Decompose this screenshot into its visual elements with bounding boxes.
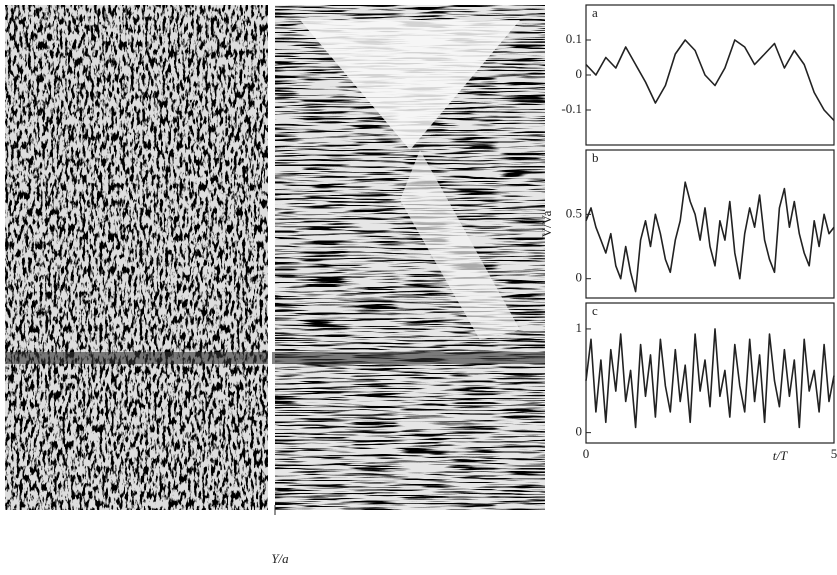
- x-tick-label: 0: [583, 446, 590, 461]
- left-texture: [5, 5, 270, 510]
- figure: Y/a a0.10-0.1b0.50V/Vac1005t/T: [0, 0, 837, 575]
- panel-label: a: [592, 5, 598, 20]
- dark-band: [5, 352, 545, 364]
- y-tick-label: 0.5: [566, 205, 582, 220]
- y-tick-label: 0: [576, 424, 583, 439]
- y-tick-label: 1: [576, 320, 583, 335]
- y-tick-label: 0: [576, 66, 583, 81]
- plot-frame: [586, 150, 834, 298]
- image-panels: Y/a: [5, 5, 545, 566]
- y-tick-label: 0.1: [566, 31, 582, 46]
- x-axis-label: t/T: [773, 448, 788, 463]
- page: Y/a a0.10-0.1b0.50V/Vac1005t/T (() => { …: [0, 0, 837, 575]
- plot-frame: [586, 5, 834, 145]
- y-tick-label: -0.1: [561, 101, 582, 116]
- panel-label: c: [592, 303, 598, 318]
- image-axis-label: Y/a: [271, 551, 289, 566]
- y-tick-label: 0: [576, 270, 583, 285]
- y-axis-label: V/Va: [539, 210, 554, 237]
- panel-label: b: [592, 150, 599, 165]
- x-tick-label: 5: [831, 446, 837, 461]
